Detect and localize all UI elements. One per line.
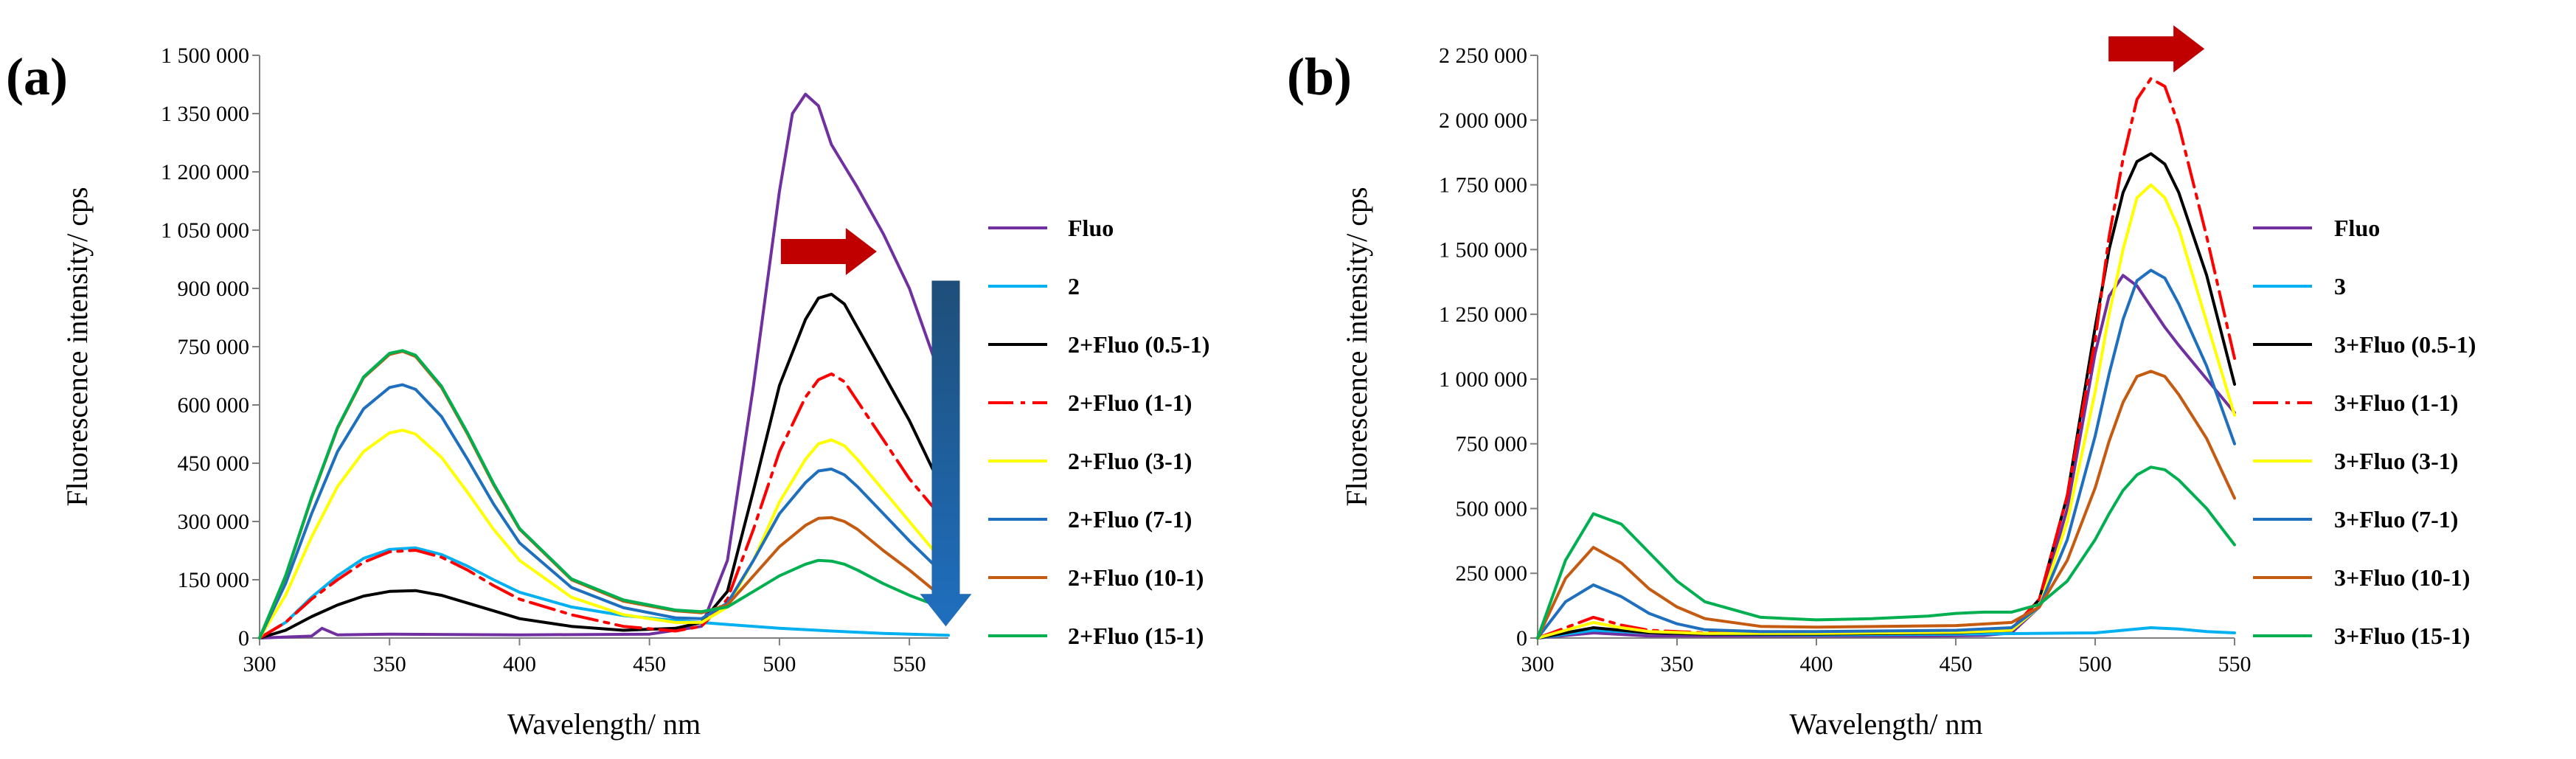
x-tick-label: 550 <box>893 652 926 676</box>
legend: Fluo 2 2+Fluo (0.5-1) 2+Fluo (1-1) 2+Fluo (3… <box>988 215 1209 649</box>
blue-down-arrow <box>920 280 972 627</box>
legend-entry-7: 3+Fluo (15-1) <box>2334 623 2470 649</box>
x-tick-label: 450 <box>633 652 666 676</box>
x-tick-label: 300 <box>1521 652 1555 676</box>
x-tick-label: 400 <box>1800 652 1833 676</box>
y-tick-label: 0 <box>238 626 249 651</box>
series-line-6 <box>1536 370 2236 640</box>
legend-entry-4: 3+Fluo (3-1) <box>2334 448 2458 474</box>
y-tick-label: 150 000 <box>178 568 250 592</box>
series-line-7 <box>1536 465 2236 640</box>
legend-entry-6: 2+Fluo (10-1) <box>1068 564 1204 591</box>
series-line-4 <box>258 429 950 640</box>
series-line-1 <box>258 546 950 640</box>
series-line-7 <box>258 349 950 640</box>
series-line-2 <box>1536 152 2236 640</box>
legend-entry-5: 2+Fluo (7-1) <box>1068 506 1192 533</box>
y-tick-label: 1 500 000 <box>161 44 249 68</box>
y-tick-label: 2 000 000 <box>1439 108 1527 133</box>
y-tick-label: 750 000 <box>1456 432 1528 457</box>
x-tick-label: 350 <box>373 652 406 676</box>
legend-entry-1: 3 <box>2334 273 2346 299</box>
y-tick-label: 0 <box>1516 626 1527 651</box>
panel-label: (b) <box>1287 47 1352 106</box>
x-tick-label: 500 <box>763 652 796 676</box>
x-tick-label: 450 <box>1940 652 1973 676</box>
legend-entry-5: 3+Fluo (7-1) <box>2334 506 2458 533</box>
series-line-5 <box>258 383 950 640</box>
series-line-2 <box>258 292 950 640</box>
y-tick-label: 1 500 000 <box>1439 238 1527 262</box>
y-axis-label: Fluorescence intensity/ cps <box>60 187 94 506</box>
legend-entry-3: 2+Fluo (1-1) <box>1068 389 1192 416</box>
y-tick-label: 1 250 000 <box>1439 302 1527 327</box>
x-tick-label: 300 <box>243 652 277 676</box>
y-tick-label: 450 000 <box>178 451 250 476</box>
x-tick-label: 400 <box>503 652 536 676</box>
y-tick-label: 1 200 000 <box>161 160 249 184</box>
y-tick-label: 600 000 <box>178 393 250 417</box>
legend-entry-2: 3+Fluo (0.5-1) <box>2334 331 2476 358</box>
panel-b: (b) 0 250 000 500 000 750 000 1 000 000 1 250 … <box>1287 25 2476 741</box>
y-tick-label: 1 000 000 <box>1439 367 1527 392</box>
series-line-3 <box>1536 77 2236 640</box>
y-tick-label: 300 000 <box>178 510 250 534</box>
y-tick-label: 1 350 000 <box>161 102 249 126</box>
legend-entry-7: 2+Fluo (15-1) <box>1068 623 1204 649</box>
legend-entry-1: 2 <box>1068 273 1080 299</box>
series-line-4 <box>1536 183 2236 640</box>
y-axis-label: Fluorescence intensity/ cps <box>1340 187 1373 506</box>
series-line-0 <box>258 92 950 640</box>
y-tick-label: 750 000 <box>178 335 250 359</box>
x-tick-label: 350 <box>1661 652 1694 676</box>
panel-a: (a) 0 150 000 300 000 450 000 600 000 750 000 9… <box>6 44 1209 741</box>
y-tick-label: 1 750 000 <box>1439 173 1527 198</box>
legend-entry-6: 3+Fluo (10-1) <box>2334 564 2470 591</box>
red-right-arrow <box>2108 25 2205 73</box>
y-tick-label: 500 000 <box>1456 496 1528 521</box>
series-line-5 <box>1536 268 2236 640</box>
x-tick-label: 550 <box>2218 652 2252 676</box>
y-tick-label: 2 250 000 <box>1439 44 1527 68</box>
legend-entry-2: 2+Fluo (0.5-1) <box>1068 331 1209 358</box>
legend: Fluo 3 3+Fluo (0.5-1) 3+Fluo (1-1) 3+Fluo (3… <box>2253 215 2476 649</box>
y-tick-label: 1 050 000 <box>161 218 249 243</box>
legend-entry-0: Fluo <box>2334 215 2380 241</box>
legend-entry-0: Fluo <box>1068 215 1114 241</box>
x-tick-label: 500 <box>2079 652 2112 676</box>
x-axis-label: Wavelength/ nm <box>1789 707 1982 741</box>
y-tick-label: 900 000 <box>178 277 250 301</box>
legend-entry-4: 2+Fluo (3-1) <box>1068 448 1192 474</box>
red-right-arrow <box>780 227 877 275</box>
panel-label: (a) <box>6 47 68 106</box>
legend-entry-3: 3+Fluo (1-1) <box>2334 389 2458 416</box>
series-line-3 <box>258 372 950 640</box>
x-axis-label: Wavelength/ nm <box>507 707 701 741</box>
y-tick-label: 250 000 <box>1456 561 1528 586</box>
